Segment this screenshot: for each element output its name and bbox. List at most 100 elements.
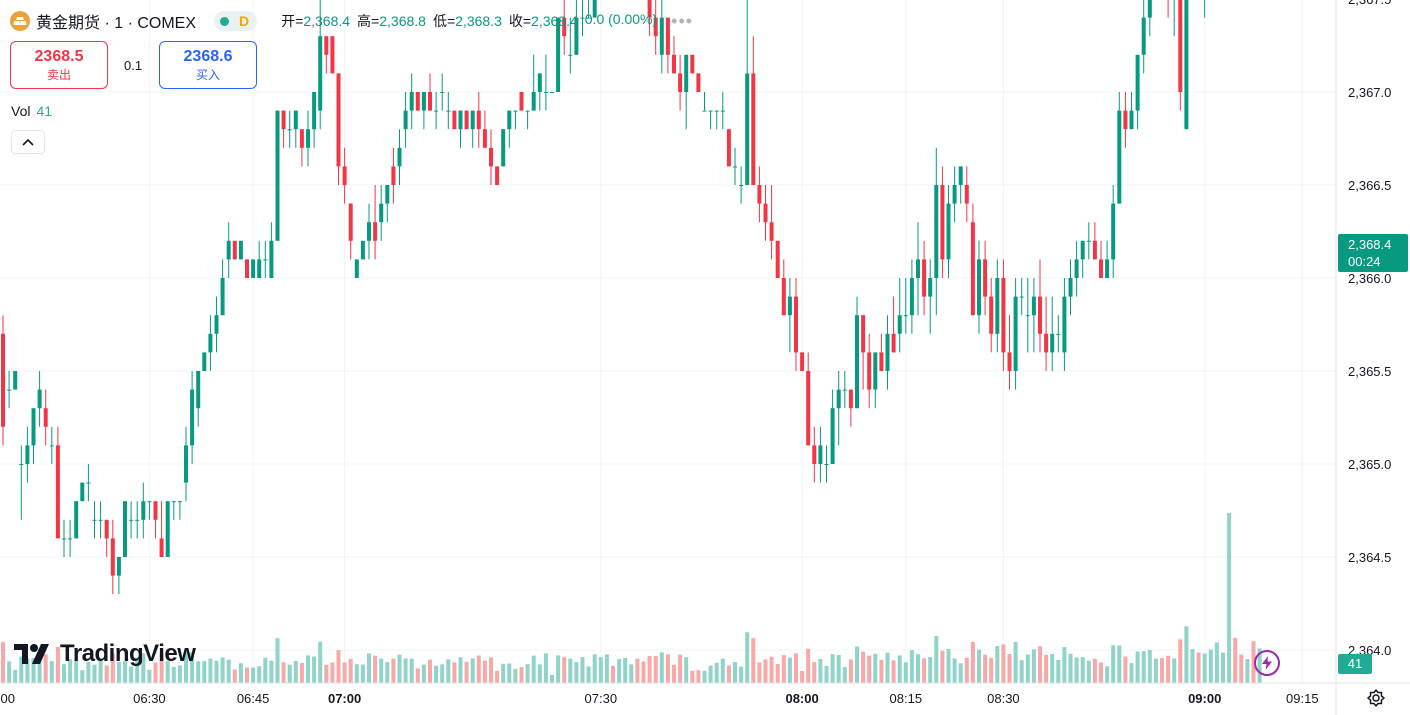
candle-body	[184, 445, 188, 483]
volume-bar	[592, 654, 597, 683]
volume-bar	[641, 661, 646, 683]
close-value: 2,368.4	[531, 13, 578, 29]
settings-gear-icon[interactable]	[1366, 688, 1386, 708]
volume-bar	[714, 662, 719, 683]
candle-body	[1025, 315, 1030, 317]
change-value: 0.0 (0.00%)	[584, 11, 658, 27]
tradingview-logo[interactable]: TradingView	[14, 640, 196, 668]
volume-bar	[1050, 654, 1055, 683]
buy-button[interactable]: 2368.6 买入	[159, 41, 257, 89]
candle-body	[367, 222, 371, 241]
candle-body	[421, 92, 426, 111]
candle-body	[226, 240, 231, 260]
candle-body	[1062, 296, 1067, 353]
candle-body	[19, 464, 24, 465]
candle-body	[726, 129, 731, 167]
candle-body	[1038, 296, 1042, 334]
candle-body	[946, 203, 951, 260]
volume-bar	[672, 664, 676, 683]
candle-body	[580, 17, 585, 19]
candle-body	[104, 519, 109, 539]
volume-bar	[745, 632, 750, 683]
volume-bar	[1129, 663, 1134, 683]
market-status-badge[interactable]: D	[214, 11, 258, 31]
volume-bar	[190, 652, 195, 683]
candle-body	[665, 17, 670, 55]
volume-bar	[482, 660, 487, 683]
volume-bar	[903, 662, 908, 683]
time-tick-label: :00	[0, 691, 15, 706]
more-options-icon[interactable]: •••	[671, 10, 694, 31]
volume-bar	[1092, 658, 1097, 683]
sell-button[interactable]: 2368.5 卖出	[10, 41, 108, 89]
volume-bar	[775, 664, 780, 683]
candle-body	[489, 147, 493, 167]
candle-body	[714, 110, 719, 112]
volume-bar	[1251, 641, 1256, 683]
candle-body	[147, 501, 152, 503]
volume-bar	[519, 667, 524, 683]
volume-bar	[232, 669, 237, 683]
candle-body	[543, 92, 548, 93]
volume-bar	[293, 660, 298, 683]
volume-bar	[318, 641, 323, 683]
last-price-tag: 2,368.4 00:24	[1338, 234, 1408, 272]
volume-bar	[568, 658, 573, 683]
candle-body	[708, 110, 713, 112]
candle-body	[537, 73, 542, 92]
volume-bar	[1068, 653, 1073, 683]
volume-bar	[1123, 656, 1128, 683]
candle-body	[995, 278, 1000, 334]
price-axis: 2,371.02,370.52,370.02,369.52,369.02,368…	[1348, 0, 1391, 658]
volume-bar	[409, 658, 414, 683]
volume-bar	[1025, 654, 1030, 683]
high-value: 2,368.8	[379, 13, 426, 29]
volume-bar	[635, 658, 640, 683]
candle-body	[141, 501, 146, 520]
volume-bar	[867, 655, 872, 683]
collapse-legend-button[interactable]	[11, 130, 45, 154]
volume-bar	[537, 664, 542, 683]
volume-bar	[31, 657, 36, 683]
time-tick-label: 07:00	[328, 691, 361, 706]
volume-bar	[763, 659, 768, 683]
volume-bar	[373, 655, 378, 683]
candle-body	[190, 389, 195, 446]
candle-body	[556, 17, 561, 93]
volume-bar	[586, 666, 591, 683]
volume-bar	[1044, 654, 1049, 683]
volume-bar	[848, 659, 853, 683]
candle-body	[1007, 352, 1012, 371]
candle-body	[586, 17, 591, 19]
volume-bar	[842, 666, 847, 683]
candle-body	[379, 203, 384, 223]
volume-bar	[659, 652, 664, 683]
candle-body	[135, 519, 140, 521]
volume-bar	[598, 657, 603, 683]
volume-bar	[312, 656, 317, 683]
candle-body	[781, 278, 786, 316]
candle-body	[74, 501, 79, 539]
volume-bar	[257, 666, 262, 683]
candle-body	[751, 73, 756, 185]
volume-bar	[403, 658, 408, 683]
tradingview-mark-icon	[14, 644, 49, 664]
candle-body	[470, 110, 475, 130]
candle-body	[720, 110, 725, 112]
volume-bar	[1099, 662, 1103, 683]
volume-bar	[1031, 649, 1036, 683]
time-tick-label: 06:30	[133, 691, 166, 706]
candle-body	[519, 92, 524, 111]
volume-bar	[818, 658, 823, 683]
candle-body	[275, 110, 280, 241]
candle-body	[531, 92, 536, 111]
candle-body	[55, 445, 60, 539]
candle-body	[562, 17, 567, 37]
candle-body	[855, 315, 859, 409]
volume-bar	[946, 648, 951, 683]
volume-bar	[98, 660, 103, 683]
symbol-title[interactable]: 黄金期货 · 1 · COMEX	[36, 15, 197, 32]
volume-bar	[812, 662, 817, 683]
bolt-button[interactable]	[1254, 650, 1280, 676]
